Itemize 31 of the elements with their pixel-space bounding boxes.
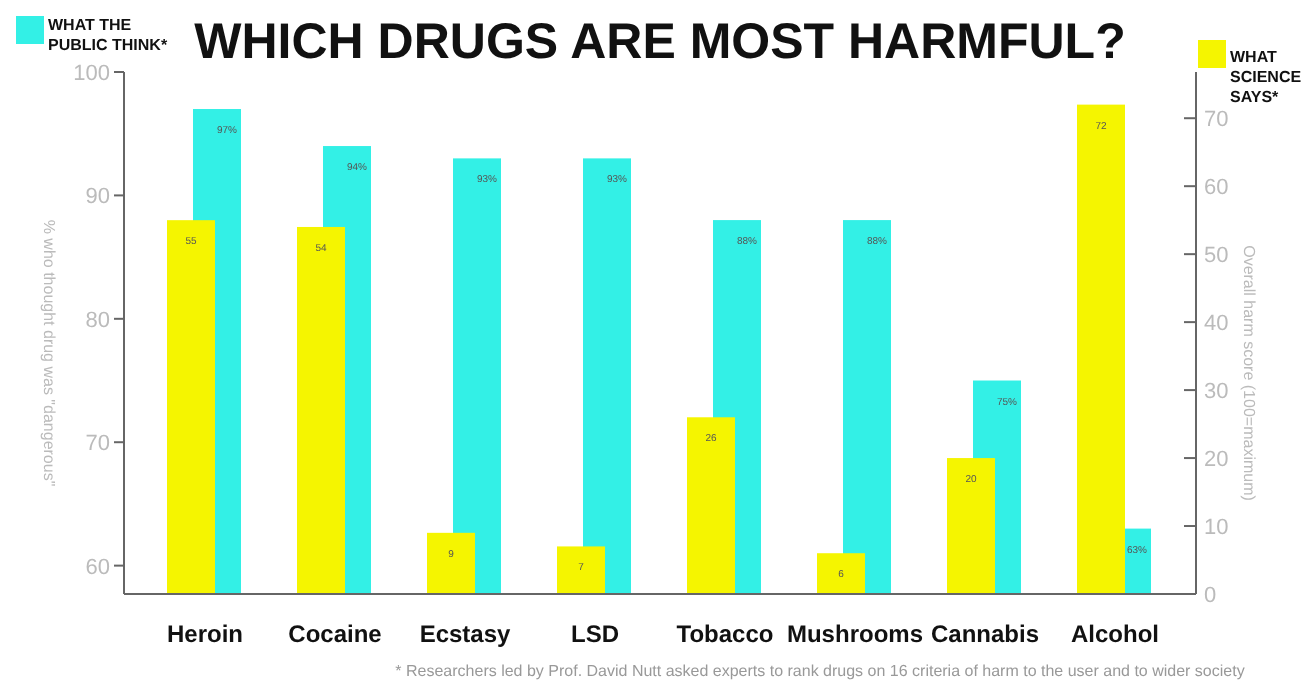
y-tick-label: 60	[85, 555, 110, 580]
y2-tick-label: 70	[1204, 108, 1229, 133]
y2-axis-title: Overall harm score (100=maximum)	[1240, 245, 1258, 502]
y-tick-label: 80	[85, 308, 110, 333]
bar	[1077, 104, 1125, 594]
y2-tick-label: 50	[1204, 244, 1229, 269]
chart-title: WHICH DRUGS ARE MOST HARMFUL?	[194, 14, 1126, 70]
bar	[557, 546, 605, 594]
x-tick-label: Heroin	[166, 620, 244, 648]
y2-tick-label: 30	[1204, 380, 1229, 405]
bar	[817, 553, 865, 594]
x-tick-label: Ecstasy	[419, 620, 512, 648]
x-tick-label: LSD	[571, 620, 620, 648]
x-tick-label: Mushrooms	[786, 620, 924, 648]
x-tick-label: Alcohol	[1071, 620, 1159, 648]
text: * Researchers led by Prof. David Nutt asked experts to rank drugs on 16 criteria of harm to the user and to wider society	[395, 662, 1245, 680]
y-tick-label: 90	[85, 185, 110, 210]
y2-tick-label: 10	[1204, 516, 1229, 541]
y2-tick-label: 0	[1204, 584, 1217, 608]
x-tick-label: Tobacco	[676, 620, 774, 648]
y2-tick-label: 40	[1204, 312, 1229, 337]
bar	[427, 532, 475, 594]
y-tick-label: 100	[73, 62, 110, 86]
y-tick-label: 70	[85, 432, 110, 457]
legend-label: WHAT THE PUBLIC THINK*	[48, 16, 169, 54]
x-tick-label: Cocaine	[288, 620, 383, 648]
x-tick-label: Cannabis	[930, 620, 1040, 648]
y2-tick-label: 60	[1204, 176, 1229, 201]
legend-label: WHAT SCIENCE SAYS*	[1230, 48, 1303, 106]
y2-tick-label: 20	[1204, 448, 1229, 473]
y-axis-title: % who thought drug was "dangerous"	[40, 219, 58, 487]
